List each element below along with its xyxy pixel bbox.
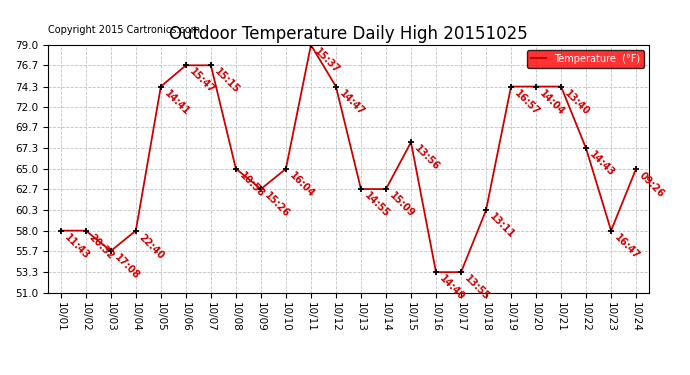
Text: 14:04: 14:04 bbox=[538, 88, 566, 117]
Text: 14:55: 14:55 bbox=[362, 190, 391, 219]
Text: 17:08: 17:08 bbox=[112, 252, 141, 281]
Text: 15:37: 15:37 bbox=[313, 46, 342, 75]
Legend: Temperature  (°F): Temperature (°F) bbox=[527, 50, 644, 68]
Text: 09:26: 09:26 bbox=[638, 170, 667, 199]
Text: 22:40: 22:40 bbox=[137, 232, 166, 261]
Text: 16:04: 16:04 bbox=[287, 170, 316, 199]
Text: 14:47: 14:47 bbox=[337, 88, 366, 117]
Text: 20:32: 20:32 bbox=[87, 232, 116, 261]
Text: Copyright 2015 Cartronics.com: Copyright 2015 Cartronics.com bbox=[48, 25, 200, 35]
Text: 10:58: 10:58 bbox=[237, 170, 266, 199]
Title: Outdoor Temperature Daily High 20151025: Outdoor Temperature Daily High 20151025 bbox=[169, 26, 528, 44]
Text: 14:40: 14:40 bbox=[437, 273, 466, 303]
Text: 11:43: 11:43 bbox=[62, 232, 91, 261]
Text: 13:40: 13:40 bbox=[562, 88, 591, 117]
Text: 16:57: 16:57 bbox=[513, 88, 542, 117]
Text: 15:47: 15:47 bbox=[187, 67, 216, 96]
Text: 15:15: 15:15 bbox=[213, 67, 242, 96]
Text: 14:41: 14:41 bbox=[162, 88, 191, 117]
Text: 16:47: 16:47 bbox=[613, 232, 642, 261]
Text: 15:26: 15:26 bbox=[262, 190, 291, 219]
Text: 13:11: 13:11 bbox=[487, 211, 516, 241]
Text: 15:09: 15:09 bbox=[387, 190, 416, 219]
Text: 13:55: 13:55 bbox=[462, 273, 491, 303]
Text: 14:43: 14:43 bbox=[587, 150, 616, 179]
Text: 13:56: 13:56 bbox=[413, 144, 442, 172]
